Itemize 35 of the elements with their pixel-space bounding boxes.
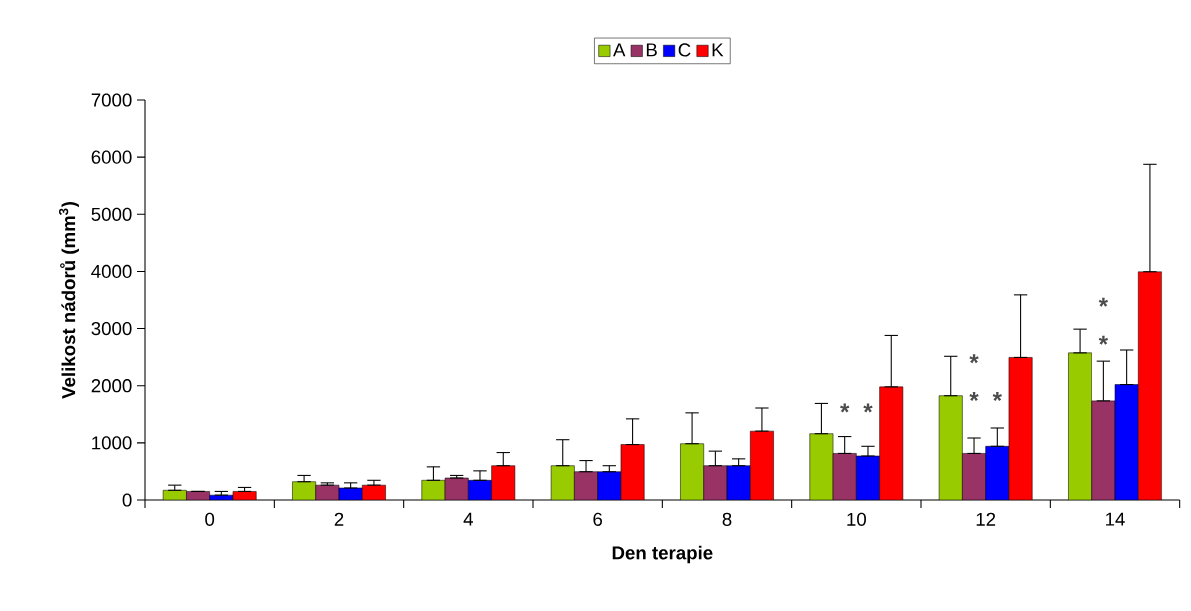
y-tick-label: 5000 xyxy=(91,207,132,221)
annotation: * xyxy=(969,392,979,401)
bar xyxy=(750,430,774,500)
y-axis-title: Velikost nádorů (mm$^{3}$) xyxy=(58,202,79,399)
x-tick-label: 6 xyxy=(593,512,603,526)
y-tick-label: 6000 xyxy=(91,150,132,164)
legend-label: C xyxy=(678,43,691,57)
x-tick-label: 4 xyxy=(463,512,473,526)
legend-label: A xyxy=(613,43,626,57)
bar xyxy=(491,465,516,500)
annotation: * xyxy=(1098,297,1109,307)
x-tick-label: 2 xyxy=(334,512,344,526)
annotation: * xyxy=(840,403,850,413)
bar xyxy=(1138,271,1162,500)
y-tick-label: 7000 xyxy=(91,93,132,107)
bar xyxy=(1008,357,1033,500)
annotation: * xyxy=(992,392,1002,401)
x-tick-label: 0 xyxy=(205,512,215,526)
legend-label: K xyxy=(712,43,724,57)
y-tick-label: 3000 xyxy=(91,321,132,336)
x-axis-title: Den terapie xyxy=(612,545,713,564)
annotation: * xyxy=(1098,335,1109,345)
y-tick-label: 2000 xyxy=(91,379,132,393)
bar xyxy=(879,386,904,500)
bar xyxy=(620,444,645,500)
x-tick-label: 8 xyxy=(722,512,732,526)
x-tick-label: 14 xyxy=(1106,512,1125,526)
annotation: * xyxy=(969,354,979,364)
x-tick-label: 12 xyxy=(976,512,996,526)
y-tick-label: 1000 xyxy=(92,436,132,450)
annotation: * xyxy=(863,403,873,413)
y-tick-label: 4000 xyxy=(91,264,132,279)
legend-label: B xyxy=(646,43,657,57)
y-tick-label: 0 xyxy=(122,493,132,507)
x-tick-label: 10 xyxy=(847,512,866,526)
